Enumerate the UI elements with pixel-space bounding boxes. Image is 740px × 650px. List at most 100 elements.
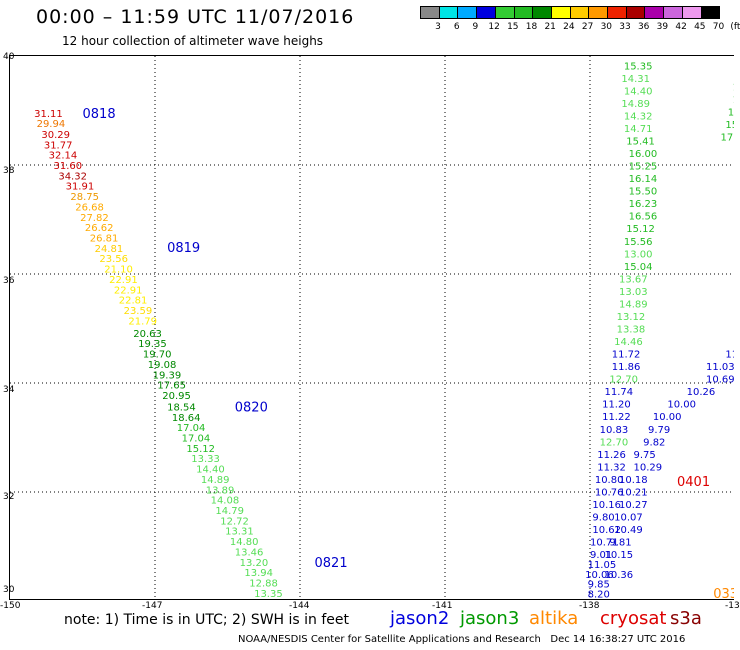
scale-swatch — [700, 6, 720, 18]
wave-height-value: 19.70 — [143, 350, 172, 361]
scale-label: 21 — [544, 22, 556, 32]
scale-swatch — [588, 6, 608, 18]
wave-height-value: 13.89 — [206, 485, 235, 496]
scale-label: 18 — [525, 22, 538, 32]
wave-height-value: 10.15 — [605, 550, 634, 561]
scale-label: 39 — [656, 22, 669, 32]
wave-height-value: 32.14 — [49, 151, 78, 162]
wave-height-value: 15.35 — [624, 61, 653, 72]
x-axis-label-141: -141 — [432, 601, 453, 611]
wave-height-value: 19.08 — [148, 360, 177, 371]
wave-height-value: 17.04 — [182, 434, 211, 445]
legend-altika: altika — [529, 608, 579, 629]
scale-swatch — [457, 6, 477, 18]
wave-height-value: 10.27 — [619, 500, 648, 511]
wave-height-value: 21.79 — [128, 316, 157, 327]
wave-height-value: 14.32 — [624, 111, 653, 122]
wave-height-value: 8.20 — [588, 589, 610, 600]
wave-height-value: 10.83 — [600, 425, 629, 436]
scale-label: 30 — [600, 22, 613, 32]
y-axis-label-36: 36 — [3, 276, 15, 286]
wave-height-value: 12.88 — [249, 578, 278, 589]
wave-height-value: 11.03 — [706, 362, 734, 373]
x-axis-label-150: -150 — [0, 601, 21, 611]
scale-label: 36 — [637, 22, 650, 32]
wave-height-value: 16.14 — [629, 174, 658, 185]
wave-height-value: 23.59 — [124, 306, 153, 317]
wave-height-value: 23.56 — [99, 254, 128, 265]
scale-swatch — [550, 6, 570, 18]
wave-height-value: 26.81 — [90, 233, 119, 244]
scale-label: 27 — [581, 22, 594, 32]
wave-height-value: 13.35 — [254, 589, 283, 600]
wave-height-value: 16.23 — [629, 199, 658, 210]
legend-cryosat: cryosat — [600, 608, 667, 629]
wave-height-value: 10.06 — [585, 570, 614, 581]
wave-height-value: 9.82 — [643, 437, 665, 448]
wave-height-value: 15.87 — [725, 120, 734, 131]
scale-label: 45 — [694, 22, 706, 32]
wave-height-value: 9.85 — [588, 580, 610, 591]
wave-height-value: 19.39 — [153, 370, 182, 381]
x-axis-label-144: -144 — [289, 601, 310, 611]
wave-height-value: 15.12 — [626, 224, 655, 235]
wave-height-value: 15.56 — [624, 237, 653, 248]
credit-line: NOAA/NESDIS Center for Satellite Applica… — [238, 634, 686, 645]
wave-height-value: 13.00 — [624, 249, 653, 260]
wave-height-value: 28.75 — [70, 192, 99, 203]
scale-label: 42 — [675, 22, 687, 32]
wave-height-value: 30.29 — [41, 130, 70, 141]
scale-swatch — [532, 6, 552, 18]
wave-height-value: 26.68 — [75, 202, 104, 213]
wave-height-value: 18.64 — [172, 413, 201, 424]
wave-height-value: 14.31 — [621, 74, 650, 85]
wave-height-value: 12.72 — [220, 516, 249, 527]
wave-height-value: 14.89 — [619, 299, 648, 310]
map-plot-area: 31.11 29.94 30.29 31.77 32.14 31.60 34.32 31.91… — [9, 55, 734, 600]
wave-height-value: 17.65 — [157, 381, 186, 392]
scale-swatch — [663, 6, 683, 18]
wave-height-value: 14.40 — [196, 465, 225, 476]
scale-swatch — [607, 6, 626, 18]
y-axis-label-40: 40 — [3, 52, 15, 62]
y-axis-label-30: 30 — [3, 585, 15, 595]
wave-height-value: 24.81 — [95, 244, 124, 255]
wave-height-value: 10.69 — [706, 375, 734, 386]
scale-label: 12 — [488, 22, 500, 32]
wave-height-value: 10.00 — [667, 400, 696, 411]
scale-swatch — [420, 6, 439, 18]
wave-height-value: 10.80 — [595, 475, 624, 486]
wave-height-value: 13.67 — [619, 274, 648, 285]
wave-height-value: 31.77 — [44, 140, 73, 151]
wave-height-value: 11.86 — [725, 350, 734, 361]
legend-jason2: jason2 — [390, 608, 450, 629]
wave-height-value: 14.71 — [624, 124, 653, 135]
chart-subtitle: 12 hour collection of altimeter wave hei… — [62, 34, 324, 48]
wave-height-value: 15.41 — [626, 136, 655, 147]
wave-height-value: 9.75 — [634, 450, 656, 461]
wave-height-value: 34.32 — [58, 171, 87, 182]
scale-swatch — [438, 6, 458, 18]
pass-time-label: 0330 — [713, 587, 734, 600]
wave-height-value: 11.22 — [602, 412, 631, 423]
scale-swatch — [494, 6, 514, 18]
wave-height-value: 10.71 — [590, 538, 619, 549]
x-axis-label-138: -138 — [579, 601, 600, 611]
wave-height-value: 10.00 — [653, 412, 682, 423]
wave-height-value: 13.38 — [617, 325, 646, 336]
wave-height-value: 10.26 — [687, 387, 716, 398]
wave-height-value: 15.50 — [629, 187, 658, 198]
wave-height-value: 11.26 — [597, 450, 626, 461]
wave-height-value: 17.88 — [721, 133, 735, 144]
wave-height-value: 13.33 — [191, 454, 220, 465]
wave-height-value: 14.08 — [211, 496, 240, 507]
scale-swatch — [513, 6, 533, 18]
wave-height-value: 20.95 — [162, 391, 191, 402]
pass-time-label: 0820 — [235, 400, 268, 415]
wave-height-value: 15.25 — [629, 162, 658, 173]
scale-label: 3 — [435, 22, 441, 32]
wave-height-value: 11.72 — [612, 350, 641, 361]
wave-height-value: 14.89 — [621, 99, 650, 110]
x-axis-label-135: -13 — [725, 601, 740, 611]
pass-time-label: 0819 — [167, 241, 200, 256]
